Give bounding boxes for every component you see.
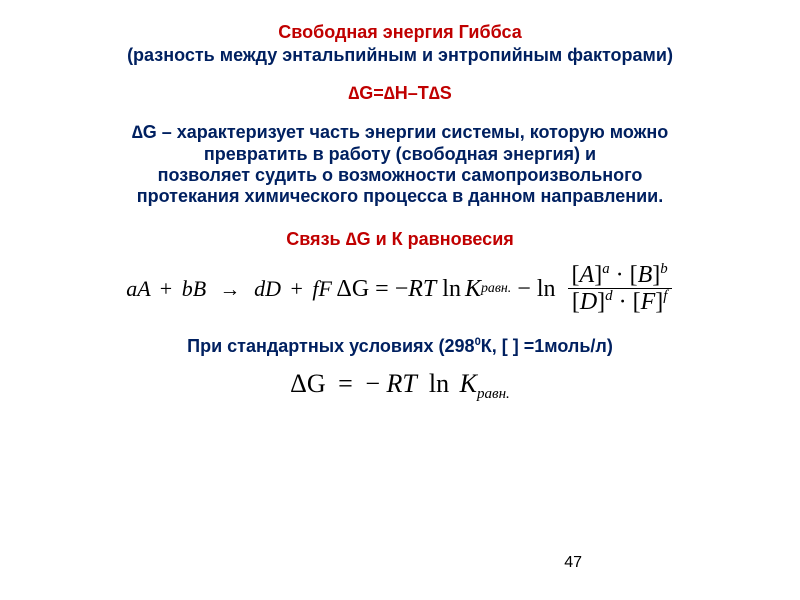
section-2-title: Связь ∆G и К равновесия	[30, 229, 770, 250]
fraction-block: [A]a · [B]b [D]d · [F]f	[568, 262, 672, 315]
description-block: ∆G – характеризует часть энергии системы…	[30, 122, 770, 207]
cond-mid: К, [ ] =1моль/л)	[481, 336, 613, 356]
ln-2: ln	[537, 277, 556, 301]
gibbs-short-equation: ΔG = − RT ln Kравн.	[290, 371, 510, 397]
cond-pre: При стандартных условиях (298	[187, 336, 474, 356]
desc-line-2: превратить в работу (свободная энергия) …	[30, 144, 770, 165]
desc-line-1: ∆G – характеризует часть энергии системы…	[30, 122, 770, 143]
coeff-d: d	[254, 276, 265, 301]
desc-line-4: протекания химического процесса в данном…	[30, 186, 770, 207]
den-F-exp: f	[663, 288, 667, 304]
species-D: D	[265, 276, 281, 301]
fraction-denominator: [D]d · [F]f	[568, 289, 672, 315]
minus-1: −	[395, 277, 409, 301]
K-1: K	[465, 277, 481, 301]
reaction-equation: aA + bB → dD + fF	[126, 278, 332, 300]
page-number: 47	[564, 554, 582, 572]
den-F: F	[641, 289, 656, 315]
ln-1: ln	[442, 277, 461, 301]
num-A-exp: a	[602, 261, 609, 277]
plus-2: +	[290, 276, 302, 301]
slide-title: Свободная энергия Гиббса	[30, 22, 770, 43]
num-B: B	[638, 262, 653, 288]
species-F: F	[319, 276, 332, 301]
den-D-exp: d	[605, 288, 612, 304]
minus-3: −	[365, 369, 380, 398]
coeff-a: a	[126, 276, 137, 301]
RT-2: RT	[387, 369, 417, 398]
slide-subtitle: (разность между энтальпийным и энтропийн…	[30, 45, 770, 66]
species-B: B	[193, 276, 206, 301]
plus-1: +	[160, 276, 172, 301]
fraction-numerator: [A]a · [B]b	[568, 262, 672, 288]
num-A: A	[580, 262, 595, 288]
ln-3: ln	[429, 369, 449, 398]
desc-line-3: позволяет судить о возможности самопроиз…	[30, 165, 770, 186]
K-sub-2: равн.	[477, 386, 510, 402]
species-A: A	[137, 276, 150, 301]
equals-1: =	[375, 277, 389, 301]
arrow-icon: →	[220, 277, 241, 301]
RT-1: RT	[408, 277, 436, 301]
minus-2: −	[517, 277, 531, 301]
standard-conditions: При стандартных условиях (2980К, [ ] =1м…	[30, 336, 770, 357]
den-D: D	[580, 289, 597, 315]
dot-2: ·	[619, 289, 627, 315]
dot-1: ·	[616, 262, 624, 288]
coeff-b: b	[182, 276, 193, 301]
delta-G-lhs: ΔG	[336, 277, 369, 301]
equals-2: =	[338, 369, 353, 398]
gibbs-main-formula: ∆G=∆H–T∆S	[30, 83, 770, 104]
K-2: K	[460, 369, 477, 398]
gibbs-full-equation: ΔG = − RT ln Kравн. − ln [A]a · [B]b [D]…	[336, 262, 673, 315]
num-B-exp: b	[660, 261, 667, 277]
equations-block: aA + bB → dD + fF ΔG = − RT ln Kравн. − …	[30, 262, 770, 397]
slide-container: Свободная энергия Гиббса (разность между…	[0, 0, 800, 600]
delta-G-lhs-2: ΔG	[290, 369, 326, 398]
